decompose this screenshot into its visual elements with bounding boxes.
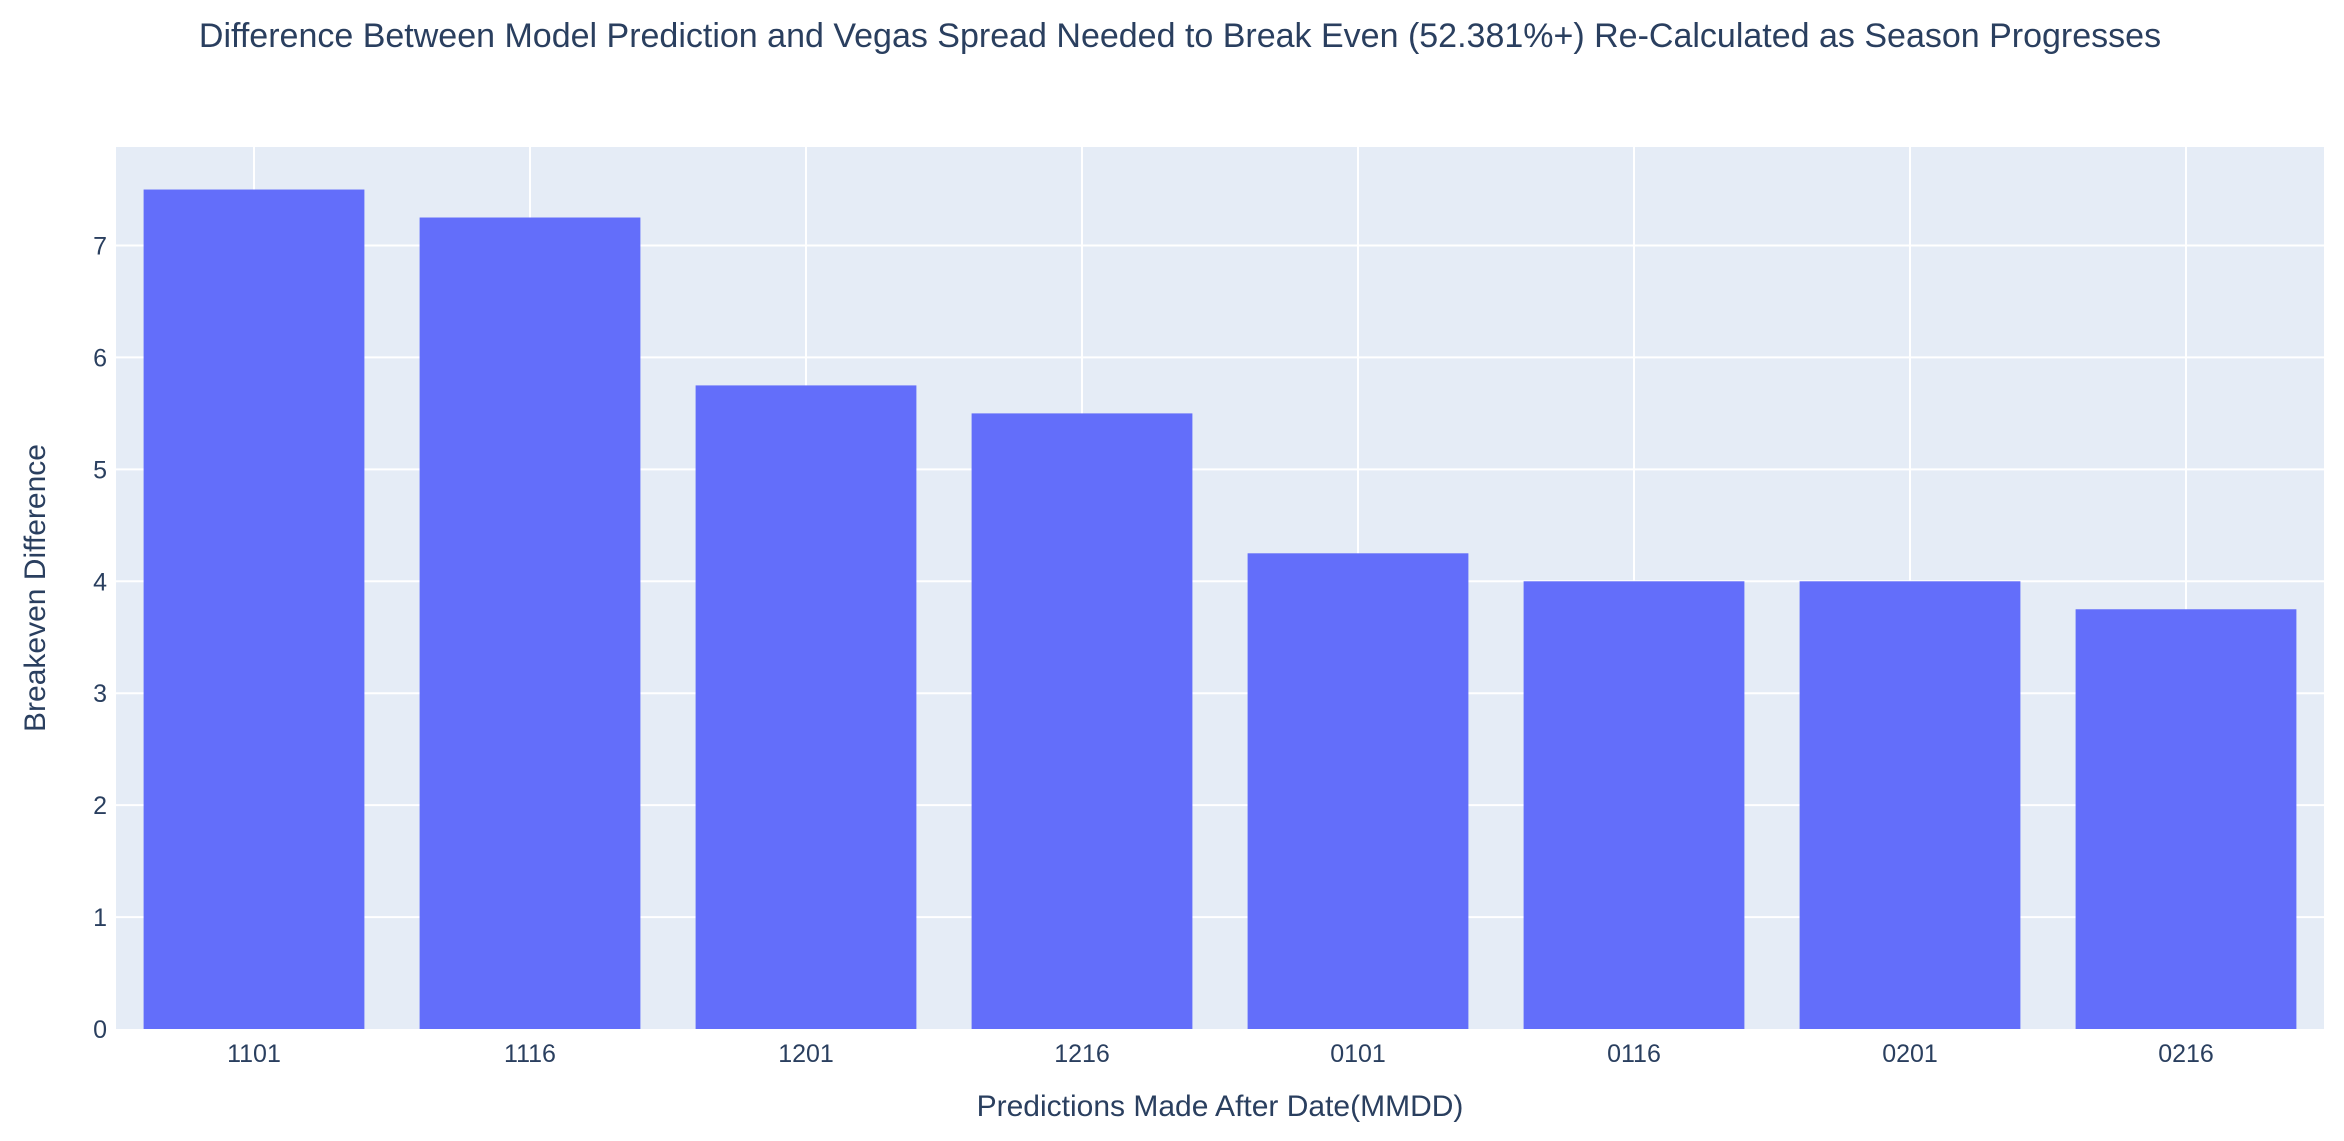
y-tick-label: 6	[93, 344, 107, 372]
bar-1116	[419, 217, 641, 1029]
bar-1201	[695, 385, 917, 1029]
x-tick-label: 0201	[1882, 1040, 1938, 1068]
x-tick-label: 0101	[1330, 1040, 1386, 1068]
x-tick-label: 1101	[227, 1040, 281, 1068]
bar-0116	[1523, 581, 1745, 1029]
y-tick-label: 7	[93, 232, 107, 260]
x-tick-label: 0216	[2158, 1040, 2214, 1068]
y-tick-label: 4	[93, 568, 107, 596]
y-axis-ticks: 0 1 2 3 4 5 6 7	[93, 232, 107, 1044]
bar-0101	[1247, 553, 1469, 1029]
x-axis-ticks: 1101 1116 1201 1216 0101 0116 0201 0216	[227, 1040, 2214, 1068]
y-tick-label: 1	[93, 904, 107, 932]
y-tick-label: 2	[93, 792, 107, 820]
x-axis-title: Predictions Made After Date(MMDD)	[977, 1090, 1464, 1123]
bar-0216	[2075, 609, 2297, 1029]
x-tick-label: 1216	[1054, 1040, 1110, 1068]
bar-1216	[971, 413, 1193, 1029]
bar-1101	[143, 189, 365, 1030]
y-tick-label: 5	[93, 456, 107, 484]
x-tick-label: 1201	[778, 1040, 834, 1068]
chart-title: Difference Between Model Prediction and …	[199, 17, 2161, 55]
x-tick-label: 1116	[504, 1040, 556, 1068]
y-axis-title: Breakeven Difference	[19, 444, 52, 732]
y-tick-label: 0	[93, 1016, 107, 1044]
x-tick-label: 0116	[1607, 1040, 1661, 1068]
y-tick-label: 3	[93, 680, 107, 708]
bar-0201	[1799, 581, 2021, 1029]
bar-series	[143, 189, 2297, 1030]
